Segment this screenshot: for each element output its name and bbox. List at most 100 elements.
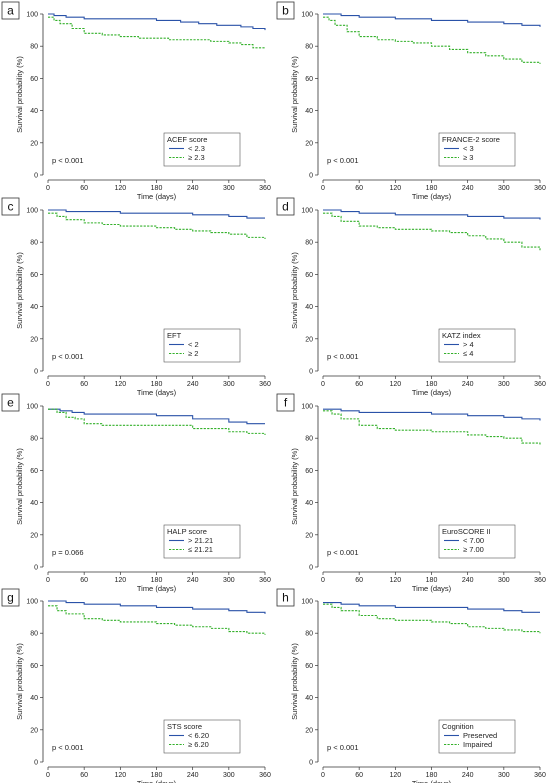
y-tick-label: 60 bbox=[305, 76, 313, 83]
legend-label-1: < 3 bbox=[463, 144, 474, 153]
km-plot-h: 0 20 40 60 80 100 0 60 120 180 240 300 360 Time (days… bbox=[276, 588, 546, 783]
legend: KATZ index> 4≤ 4 bbox=[438, 328, 516, 363]
x-tick-label: 60 bbox=[80, 772, 88, 779]
y-axis-title: Survival probability (%) bbox=[290, 251, 299, 328]
legend-label-1: > 21.21 bbox=[188, 536, 213, 545]
x-tick-label: 300 bbox=[498, 577, 510, 584]
y-tick-label: 80 bbox=[30, 44, 38, 51]
x-axis-title: Time (days) bbox=[412, 584, 452, 593]
y-tick-label: 40 bbox=[30, 695, 38, 702]
x-tick-label: 180 bbox=[151, 577, 163, 584]
survival-curve-1 bbox=[48, 209, 265, 219]
legend-label-1: < 2 bbox=[188, 340, 199, 349]
p-value-annotation: p < 0.001 bbox=[52, 352, 84, 361]
p-value-annotation: p < 0.001 bbox=[327, 352, 359, 361]
x-axis-title: Time (days) bbox=[412, 192, 452, 201]
legend-label-2: ≥ 3 bbox=[463, 153, 473, 162]
x-tick-label: 0 bbox=[46, 772, 50, 779]
p-value-annotation: p < 0.001 bbox=[52, 743, 84, 752]
legend: FRANCE-2 score< 3≥ 3 bbox=[438, 132, 516, 167]
legend-box bbox=[438, 719, 516, 754]
legend: HALP score> 21.21≤ 21.21 bbox=[163, 524, 241, 558]
x-tick-label: 120 bbox=[114, 772, 126, 779]
x-tick-label: 60 bbox=[80, 577, 88, 584]
survival-curve-2 bbox=[323, 16, 541, 64]
panel-letter: e bbox=[7, 395, 14, 409]
legend: STS score< 6.20≥ 6.20 bbox=[163, 719, 241, 754]
legend-label-1: Preserved bbox=[463, 731, 497, 740]
km-plot-e: 0 20 40 60 80 100 0 60 120 180 240 300 360 Time (days… bbox=[1, 393, 271, 593]
survival-curve-2 bbox=[323, 212, 541, 250]
panel-letter-box bbox=[1, 588, 20, 607]
x-tick-label: 180 bbox=[151, 381, 163, 388]
km-plot-g: 0 20 40 60 80 100 0 60 120 180 240 300 360 Time (days… bbox=[1, 588, 271, 783]
km-plot-c: 0 20 40 60 80 100 0 60 120 180 240 300 360 Time (days… bbox=[1, 197, 271, 397]
survival-curve-1 bbox=[323, 408, 541, 420]
y-axis-title: Survival probability (%) bbox=[15, 251, 24, 328]
panel-letter-box bbox=[276, 393, 295, 411]
x-tick-label: 180 bbox=[151, 185, 163, 192]
survival-curve-1 bbox=[323, 13, 541, 27]
panel-letter: f bbox=[284, 395, 288, 409]
x-axis-title: Time (days) bbox=[137, 779, 177, 783]
legend-box bbox=[163, 328, 241, 363]
x-tick-label: 300 bbox=[223, 772, 235, 779]
x-tick-label: 300 bbox=[223, 381, 235, 388]
x-tick-label: 120 bbox=[389, 185, 401, 192]
x-tick-label: 60 bbox=[80, 381, 88, 388]
p-value-annotation: p < 0.001 bbox=[327, 156, 359, 165]
y-tick-label: 100 bbox=[301, 403, 313, 410]
p-value-annotation: p = 0.066 bbox=[52, 548, 84, 557]
legend-label-2: ≤ 21.21 bbox=[188, 545, 213, 554]
y-axis-title: Survival probability (%) bbox=[290, 447, 299, 524]
chart-panel-f: 0 20 40 60 80 100 0 60 120 180 240 300 360 Time (days… bbox=[275, 392, 550, 593]
panel-letter-box bbox=[276, 197, 295, 216]
y-tick-label: 0 bbox=[309, 173, 313, 180]
km-plot-d: 0 20 40 60 80 100 0 60 120 180 240 300 360 Time (days… bbox=[276, 197, 546, 397]
x-tick-label: 240 bbox=[187, 772, 199, 779]
x-tick-label: 120 bbox=[114, 185, 126, 192]
legend-title: EuroSCORE II bbox=[442, 527, 491, 536]
panel-letter: d bbox=[282, 199, 289, 213]
x-axis-title: Time (days) bbox=[137, 584, 177, 593]
x-tick-label: 360 bbox=[534, 185, 546, 192]
legend-label-1: > 4 bbox=[463, 340, 474, 349]
x-tick-label: 180 bbox=[426, 381, 438, 388]
x-tick-label: 240 bbox=[187, 381, 199, 388]
panel-letter-box bbox=[1, 197, 20, 216]
y-tick-label: 60 bbox=[30, 76, 38, 83]
legend-title: KATZ index bbox=[442, 331, 481, 340]
legend-label-2: ≥ 7.00 bbox=[463, 545, 484, 554]
p-value-annotation: p < 0.001 bbox=[327, 743, 359, 752]
y-tick-label: 20 bbox=[30, 532, 38, 539]
x-tick-label: 240 bbox=[462, 772, 474, 779]
km-plot-f: 0 20 40 60 80 100 0 60 120 180 240 300 360 Time (days… bbox=[276, 393, 546, 593]
survival-curve-2 bbox=[48, 16, 265, 49]
x-tick-label: 0 bbox=[46, 577, 50, 584]
legend: EFT < 2≥ 2 bbox=[163, 328, 241, 363]
y-tick-label: 40 bbox=[305, 500, 313, 507]
x-tick-label: 60 bbox=[355, 381, 363, 388]
p-value-annotation: p < 0.001 bbox=[52, 156, 84, 165]
y-tick-label: 40 bbox=[305, 695, 313, 702]
survival-curve-2 bbox=[48, 408, 266, 435]
y-tick-label: 100 bbox=[26, 12, 38, 19]
y-tick-label: 100 bbox=[301, 207, 313, 214]
y-tick-label: 0 bbox=[34, 173, 38, 180]
y-tick-label: 80 bbox=[30, 631, 38, 638]
x-tick-label: 360 bbox=[259, 185, 271, 192]
x-tick-label: 300 bbox=[223, 577, 235, 584]
x-tick-label: 300 bbox=[223, 185, 235, 192]
y-tick-label: 0 bbox=[309, 760, 313, 767]
legend-label-1: < 6.20 bbox=[188, 731, 209, 740]
x-axis-title: Time (days) bbox=[412, 388, 452, 397]
y-tick-label: 100 bbox=[301, 12, 313, 19]
panel-letter-box bbox=[276, 588, 295, 607]
x-tick-label: 360 bbox=[534, 772, 546, 779]
survival-curve-2 bbox=[48, 605, 266, 636]
x-tick-label: 0 bbox=[46, 381, 50, 388]
y-tick-label: 60 bbox=[305, 272, 313, 279]
x-tick-label: 120 bbox=[114, 577, 126, 584]
x-tick-label: 120 bbox=[114, 381, 126, 388]
